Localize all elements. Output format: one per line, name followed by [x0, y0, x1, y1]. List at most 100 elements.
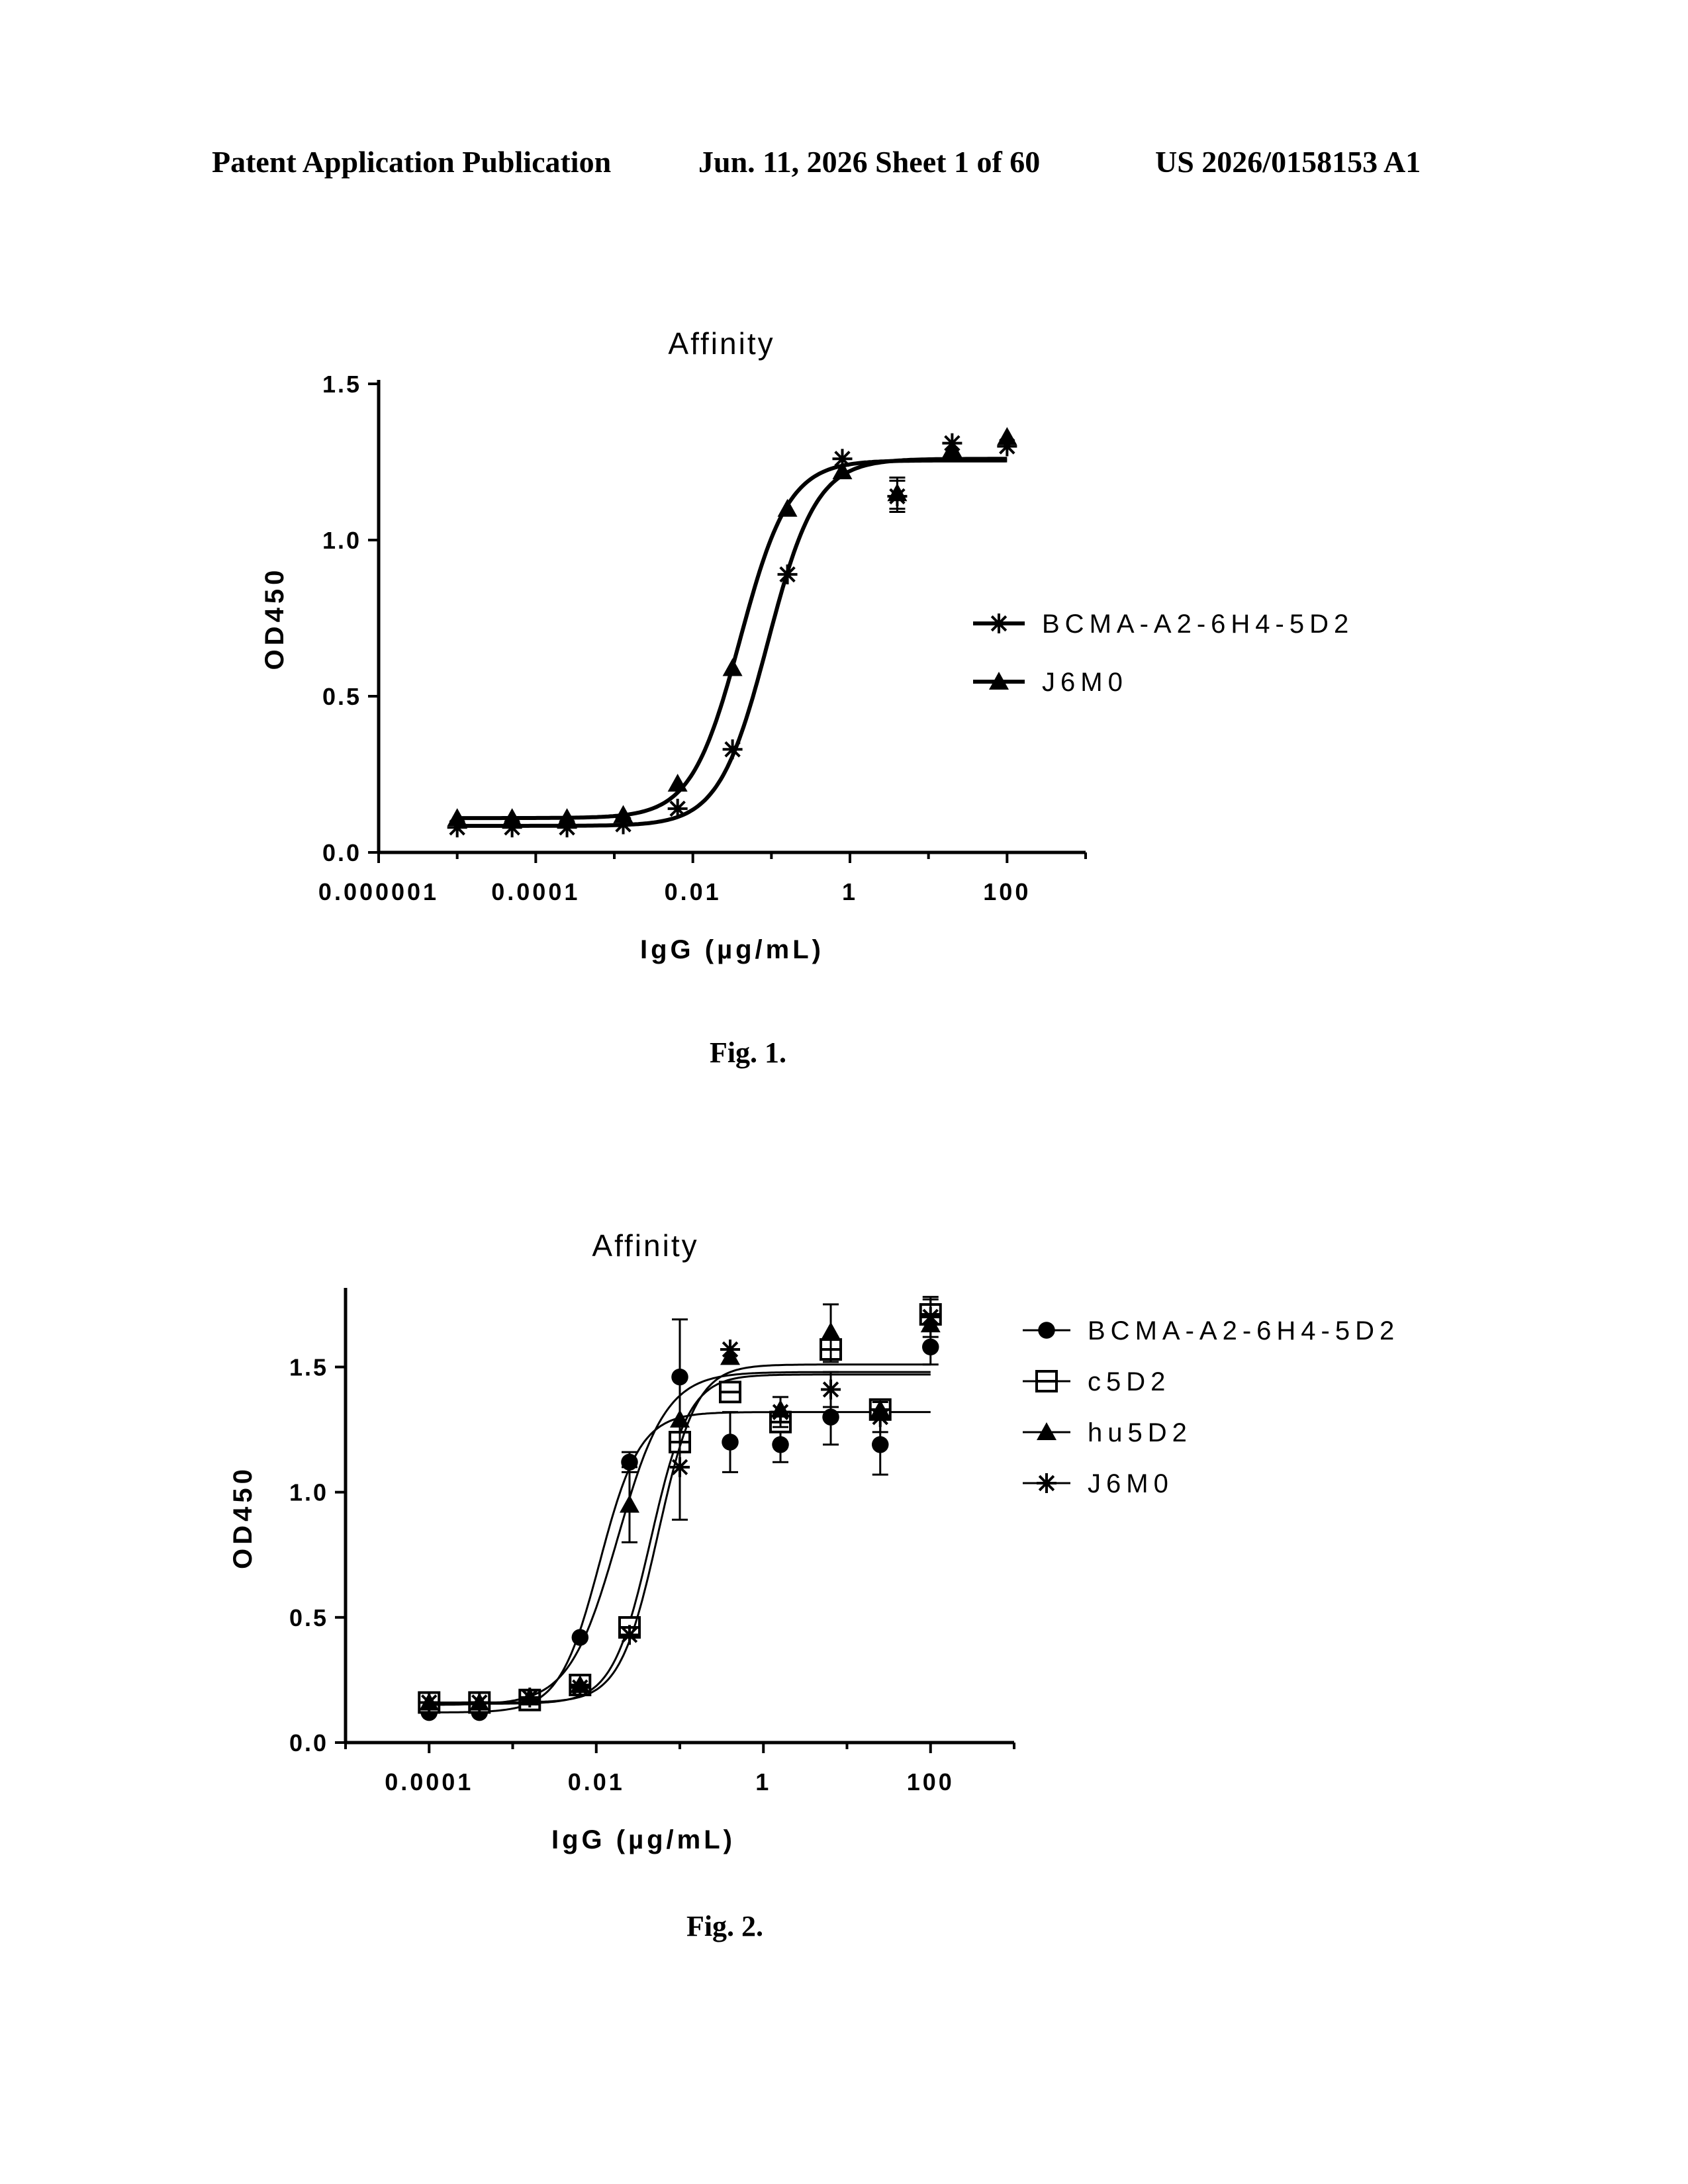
fig2-data-point-stroke-d2	[621, 1627, 638, 1643]
fig1-data-point	[997, 427, 1017, 445]
fig1-legend-marker	[989, 672, 1009, 690]
fig2-x-axis-label: IgG (µg/mL)	[551, 1825, 735, 1854]
fig1-y-tick-label: 1.5	[322, 371, 361, 398]
fig2-chart-title: Affinity	[592, 1228, 698, 1263]
fig2-y-tick-label: 0.5	[289, 1604, 328, 1631]
fig1-data-point	[777, 564, 798, 584]
fig2-legend-marker	[1037, 1473, 1056, 1493]
fig2-data-point-stroke-d2	[772, 1404, 789, 1420]
fig2-data-point	[670, 1409, 690, 1428]
fig1-data-point	[832, 461, 853, 480]
fig2-y-tick-label: 1.5	[289, 1354, 328, 1381]
fig2-data-point	[720, 1340, 741, 1360]
fig2-data-point	[571, 1629, 589, 1646]
fig2-legend-marker	[1035, 1370, 1058, 1392]
fig1-data-point	[667, 774, 688, 792]
fig2-data-point	[821, 1322, 841, 1340]
fig1-chart-title: Affinity	[668, 326, 774, 361]
fig1-series-0	[447, 433, 1017, 838]
fig2-legend-label: c5D2	[1088, 1367, 1170, 1396]
fig1-x-tick-label: 0.000001	[318, 878, 439, 905]
fig2-data-point	[619, 1494, 639, 1513]
fig2-legend-marker	[1037, 1422, 1056, 1440]
fig2-data-point-stroke-d2	[872, 1408, 888, 1426]
fig2-legend-marker	[1038, 1322, 1055, 1339]
publication-label: Patent Application Publication	[212, 145, 612, 179]
fig1-data-point-stroke-d2	[669, 800, 686, 817]
figure-2: Affinity 0.0 0.5 1.0 1.5 0.0001 0.01 1 100 IgG (µ…	[0, 1125, 1688, 2184]
page-header: Patent Application Publication Jun. 11, …	[0, 144, 1688, 184]
fig2-legend-label: J6M0	[1088, 1469, 1174, 1498]
fig2-series-2	[419, 1303, 941, 1711]
figure-1-caption: Fig. 1.	[709, 1036, 787, 1069]
fig2-data-point-stroke-d2	[522, 1689, 538, 1706]
fig2-x-tick-label: 1	[755, 1768, 771, 1796]
fig1-y-axis-label: OD450	[260, 567, 289, 670]
fig1-legend-marker	[989, 614, 1009, 633]
fig2-data-point	[920, 1306, 941, 1327]
fig2-data-point	[722, 1433, 739, 1451]
fig1-data-point	[613, 805, 633, 823]
fig2-x-tick-label: 0.0001	[385, 1768, 473, 1796]
fig2-legend-label: BCMA-A2-6H4-5D2	[1088, 1316, 1399, 1345]
fig2-data-point	[619, 1625, 639, 1645]
fig2-data-point	[520, 1687, 540, 1707]
fig2-series-3	[419, 1296, 941, 1713]
fig2-legend-item-1: c5D2	[1023, 1367, 1170, 1396]
fig1-data-point-stroke-d2	[779, 566, 796, 583]
fig1-legend-marker-stroke-d2	[990, 615, 1008, 632]
fig1-x-axis-label: IgG (µg/mL)	[640, 935, 824, 964]
fig2-legend-item-0: BCMA-A2-6H4-5D2	[1023, 1316, 1399, 1345]
figure-2-chart: Affinity 0.0 0.5 1.0 1.5 0.0001 0.01 1 100 IgG (µ…	[228, 1228, 1399, 1854]
fig2-data-point	[719, 1381, 742, 1404]
fig1-legend-item-1: J6M0	[973, 668, 1128, 697]
fig2-legend-item-2: hu5D2	[1023, 1418, 1192, 1447]
fig2-y-tick-label: 1.0	[289, 1479, 328, 1506]
fig1-data-point	[667, 798, 688, 819]
fig1-x-tick-label: 100	[983, 878, 1031, 905]
fig1-y-tick-label: 0.5	[322, 683, 361, 710]
fig1-fit-curve-0	[457, 457, 1008, 828]
fig1-data-point	[557, 808, 577, 827]
fig2-fit-curve-3	[429, 1363, 931, 1704]
fig1-data-point	[887, 483, 908, 502]
figure-2-caption: Fig. 2.	[686, 1910, 764, 1942]
fig1-data-point	[502, 808, 522, 827]
patent-number: US 2026/0158153 A1	[1155, 145, 1421, 179]
fig1-data-point-stroke-d2	[834, 451, 851, 467]
date-sheet-label: Jun. 11, 2026 Sheet 1 of 60	[698, 145, 1041, 179]
fig1-data-point	[722, 739, 743, 760]
fig2-data-point	[469, 1692, 490, 1713]
fig1-fit-curve-1	[457, 458, 1008, 821]
fig2-x-tick-label: 0.01	[568, 1768, 625, 1796]
fig2-data-point	[871, 1436, 889, 1453]
fig2-data-point	[419, 1692, 440, 1713]
fig2-data-point	[870, 1407, 890, 1428]
fig1-x-tick-label: 1	[842, 878, 858, 905]
fig2-data-point	[772, 1436, 789, 1453]
fig2-data-point-stroke-d2	[572, 1679, 588, 1696]
fig1-legend-label: J6M0	[1042, 668, 1128, 697]
fig2-data-point	[670, 1457, 690, 1477]
fig2-x-tick-label: 100	[907, 1768, 955, 1796]
fig2-data-point	[821, 1379, 841, 1400]
fig1-legend-label: BCMA-A2-6H4-5D2	[1042, 610, 1354, 639]
fig1-y-tick-label: 1.0	[322, 527, 361, 554]
fig2-data-point	[771, 1402, 791, 1422]
fig1-legend-item-0: BCMA-A2-6H4-5D2	[973, 610, 1354, 639]
figure-1: Affinity 0.0 0.5 1.0 1.5 0.000001 0.0001 0.01 1 1…	[260, 326, 1354, 1069]
fig2-data-point	[822, 1408, 839, 1426]
fig2-y-axis-label: OD450	[228, 1465, 258, 1569]
fig1-x-tick-label: 0.01	[665, 878, 722, 905]
fig1-data-point	[777, 498, 798, 517]
fig2-legend-item-3: J6M0	[1023, 1469, 1174, 1498]
fig1-series-1	[447, 427, 1017, 827]
fig1-data-point-stroke-d2	[724, 741, 741, 758]
fig2-data-point-stroke-d2	[922, 1308, 939, 1326]
fig2-data-point-stroke-d2	[421, 1694, 438, 1711]
fig2-y-tick-label: 0.0	[289, 1729, 328, 1756]
fig2-legend-marker-stroke-d2	[1038, 1475, 1055, 1492]
fig1-x-tick-label: 0.0001	[491, 878, 580, 905]
fig1-data-point	[447, 808, 467, 827]
fig2-legend-label: hu5D2	[1088, 1418, 1192, 1447]
